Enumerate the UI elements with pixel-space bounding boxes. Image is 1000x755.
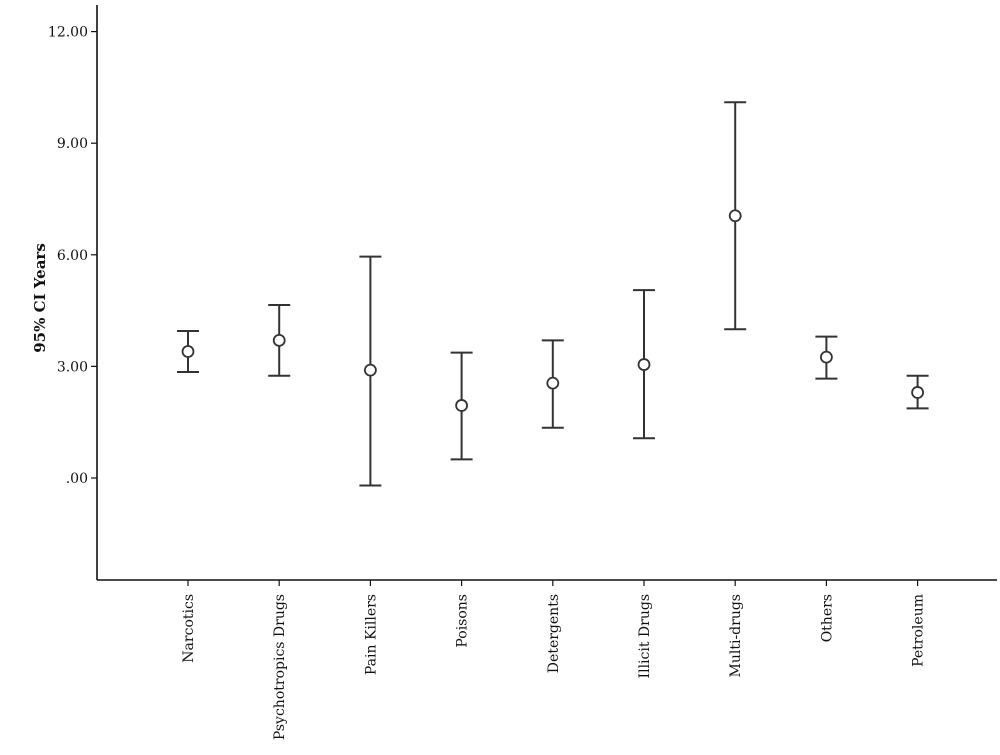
x-category-label: Pain Killers <box>363 594 379 675</box>
x-category-label: Psychotropics Drugs <box>272 594 288 740</box>
mean-marker <box>181 345 195 358</box>
x-category-label: Others <box>819 594 835 642</box>
mean-marker <box>546 376 560 390</box>
mean-marker-background <box>911 386 924 399</box>
error-bar-pain-killers <box>359 255 382 487</box>
error-bar-illicit-drugs <box>633 289 655 440</box>
mean-marker-background <box>546 377 559 390</box>
x-category-label: Multi-drugs <box>728 594 744 677</box>
error-bar-poisons <box>450 351 473 461</box>
mean-marker <box>455 399 469 412</box>
y-tick-label: 6.00 <box>57 248 88 264</box>
mean-marker-background <box>364 364 377 377</box>
error-bar-others <box>815 335 838 380</box>
mean-marker-background <box>729 209 742 222</box>
y-axis-title: 95% CI Years <box>31 243 49 353</box>
mean-marker <box>637 358 651 371</box>
mean-marker <box>728 209 742 223</box>
error-bar-detergents <box>541 339 564 429</box>
y-tick-label: 12.00 <box>48 25 88 41</box>
mean-marker <box>911 386 924 399</box>
mean-marker-background <box>182 345 194 358</box>
y-tick-label: 9.00 <box>57 136 88 152</box>
mean-marker <box>820 350 833 364</box>
error-bars <box>177 101 929 487</box>
x-category-label: Narcotics <box>181 594 197 663</box>
mean-marker <box>272 333 286 347</box>
mean-marker-background <box>638 358 650 371</box>
mean-marker-background <box>273 334 286 347</box>
mean-marker <box>363 363 377 377</box>
y-tick-label: 3.00 <box>57 359 88 375</box>
x-axis: Narcotics Psychotropics Drugs Pain Killers… <box>97 579 997 740</box>
x-category-label: Petroleum <box>911 594 927 667</box>
x-category-label: Poisons <box>455 594 471 648</box>
error-bar-petroleum <box>906 374 929 410</box>
x-category-label: Detergents <box>546 594 562 673</box>
error-bar-multi-drugs <box>724 101 747 331</box>
mean-marker-background <box>820 351 833 364</box>
error-bar-narcotics <box>177 330 199 373</box>
mean-marker-background <box>455 399 468 412</box>
x-category-label: Illicit Drugs <box>637 594 653 678</box>
y-tick-label: .00 <box>66 471 88 487</box>
error-bar-psychotropics-drugs <box>268 304 291 377</box>
y-axis: .00 3.00 6.00 9.00 12.00 <box>48 5 98 580</box>
